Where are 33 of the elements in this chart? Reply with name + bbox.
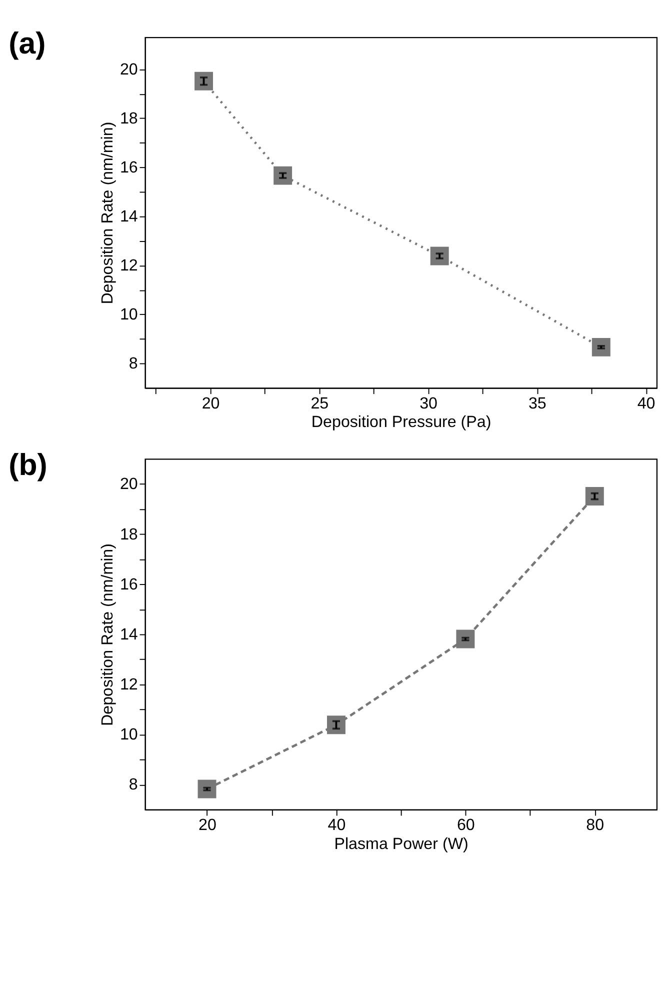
y-tick-label: 14 (120, 207, 138, 226)
point (198, 780, 216, 798)
y-axis-title: Deposition Rate (nm/min) (98, 122, 116, 304)
y-tick-label: 16 (120, 575, 138, 594)
y-tick-label: 16 (120, 158, 138, 176)
y-tick-label: 18 (120, 109, 138, 128)
x-tick-label: 35 (528, 394, 546, 412)
y-tick-label: 8 (128, 776, 138, 794)
chart-title: (b) (8, 449, 48, 482)
x-axis-title: Deposition Pressure (Pa) (311, 413, 492, 432)
x-tick-label: 20 (198, 816, 216, 834)
x-tick-label: 30 (420, 394, 438, 412)
y-tick-label: 12 (120, 256, 138, 275)
x-tick-label: 60 (456, 816, 475, 834)
chart-title: (a) (8, 27, 46, 60)
x-tick-label: 25 (310, 394, 329, 412)
y-tick-label: 12 (120, 676, 138, 694)
x-axis-title: Plasma Power (W) (334, 834, 468, 853)
y-tick-label: 10 (120, 306, 138, 324)
y-axis-title: Deposition Rate (nm/min) (98, 543, 116, 726)
x-tick-label: 20 (202, 394, 220, 412)
y-tick-label: 14 (120, 625, 138, 644)
point (585, 487, 604, 506)
y-tick-label: 20 (120, 60, 138, 78)
y-tick-label: 10 (120, 726, 138, 744)
y-tick-label: 8 (128, 354, 138, 373)
y-tick-label: 18 (120, 525, 138, 544)
point (456, 630, 475, 648)
x-tick-label: 40 (328, 816, 346, 834)
x-tick-label: 80 (586, 816, 604, 834)
point (592, 338, 610, 356)
y-tick-label: 20 (120, 475, 138, 494)
x-tick-label: 40 (637, 394, 656, 412)
